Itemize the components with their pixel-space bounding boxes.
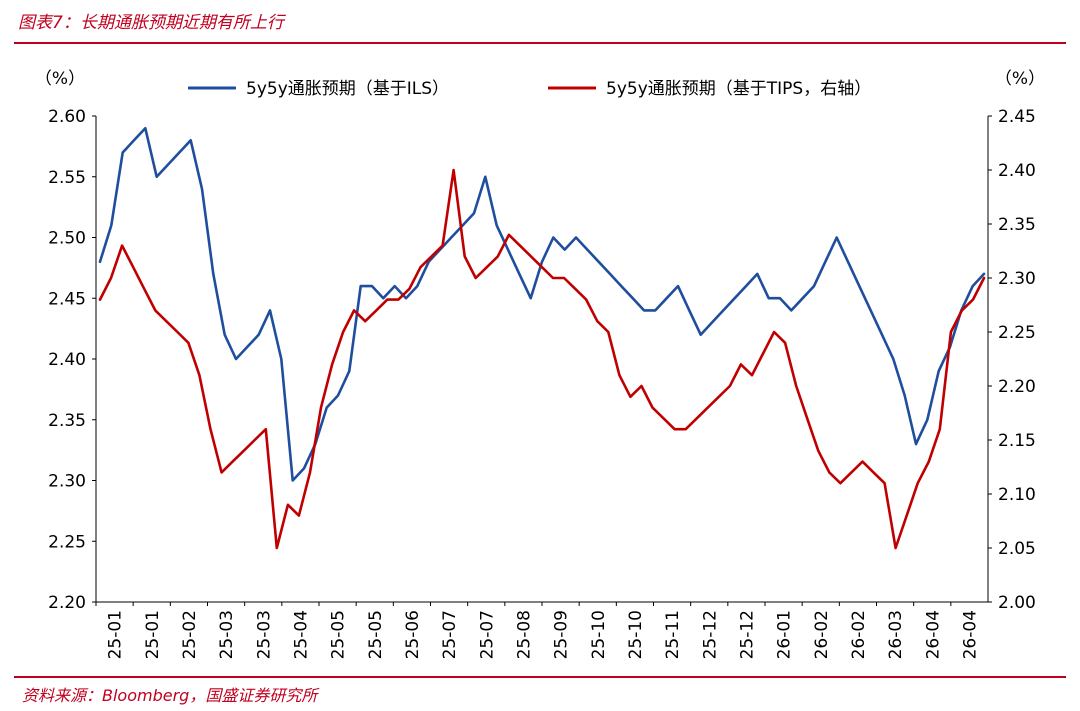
right-tick-label: 2.30 [998,269,1036,289]
x-tick-label: 25-11 [663,610,683,659]
x-tick-label: 25-05 [329,610,349,659]
figure-title: 图表7：长期通胀预期近期有所上行 [18,13,284,33]
x-tick-label: 25-10 [589,610,609,659]
x-tick-label: 25-08 [514,610,534,659]
x-tick-label: 25-01 [106,610,126,659]
right-axis-unit: （%） [995,69,1045,89]
title-divider [14,42,1066,44]
series-line-2 [98,168,986,550]
left-axis-unit: （%） [35,69,85,89]
x-tick-label: 25-06 [403,610,423,659]
legend-label-2: 5y5y通胀预期（基于TIPS，右轴） [606,79,871,99]
x-tick-label: 25-03 [217,610,237,659]
x-tick-label: 26-01 [775,610,795,659]
x-tick-label: 26-03 [886,610,906,659]
left-tick-label: 2.30 [48,472,86,492]
x-tick-label: 25-07 [440,610,460,659]
right-tick-label: 2.20 [998,377,1036,397]
source-note: 资料来源：Bloomberg，国盛证券研究所 [22,686,318,705]
right-tick-label: 2.10 [998,485,1036,505]
left-tick-label: 2.60 [48,107,86,127]
x-tick-label: 25-03 [254,610,274,659]
right-tick-label: 2.00 [998,593,1036,613]
left-tick-label: 2.20 [48,593,86,613]
right-tick-label: 2.15 [998,431,1036,451]
source-divider [14,676,1066,678]
axes: 2.20 2.25 2.30 2.35 2.40 2.45 2.50 2.55 2.60 2.00… [35,69,1045,659]
x-tick-label: 25-12 [700,610,720,659]
left-tick-label: 2.50 [48,229,86,249]
right-tick-label: 2.35 [998,215,1036,235]
x-tick-label: 26-02 [812,610,832,659]
left-tick-label: 2.35 [48,411,86,431]
legend-label-1: 5y5y通胀预期（基于ILS） [246,79,449,99]
plot-lines [98,126,986,550]
right-tick-label: 2.05 [998,539,1036,559]
right-tick-label: 2.45 [998,107,1036,127]
right-tick-label: 2.25 [998,323,1036,343]
x-tick-label: 25-09 [552,610,572,659]
right-tick-label: 2.40 [998,161,1036,181]
x-tick-label: 25-07 [477,610,497,659]
x-tick-label: 25-10 [626,610,646,659]
left-tick-label: 2.55 [48,168,86,188]
left-tick-label: 2.40 [48,350,86,370]
left-tick-label: 2.45 [48,289,86,309]
left-tick-label: 2.25 [48,532,86,552]
x-tick-label: 26-04 [960,610,980,659]
x-tick-label: 25-05 [366,610,386,659]
x-tick-label: 25-01 [143,610,163,659]
x-tick-label: 25-02 [180,610,200,659]
x-tick-label: 25-04 [291,610,311,659]
x-tick-label: 25-12 [737,610,757,659]
x-tick-label: 26-04 [923,610,943,659]
series-line-1 [98,126,986,482]
x-tick-label: 26-02 [849,610,869,659]
legend: 5y5y通胀预期（基于ILS） 5y5y通胀预期（基于TIPS，右轴） [188,79,871,99]
